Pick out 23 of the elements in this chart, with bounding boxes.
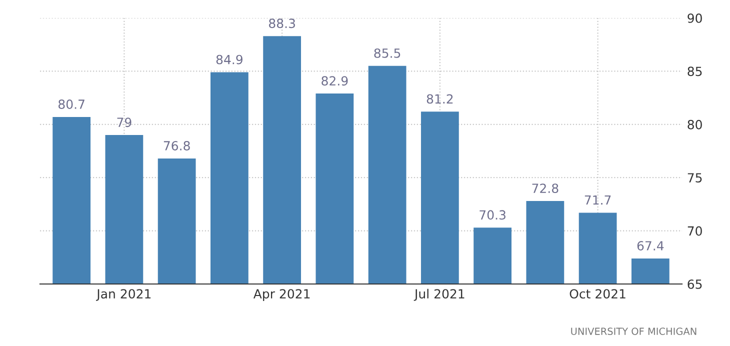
data-label: 82.9 bbox=[322, 76, 348, 86]
data-label: 84.9 bbox=[216, 54, 242, 64]
x-tick-label: Oct 2021 bbox=[570, 289, 626, 299]
text: UNIVERSITY OF MICHIGAN bbox=[571, 328, 696, 335]
data-label: 71.7 bbox=[584, 195, 611, 205]
y-tick-label: 75 bbox=[688, 173, 702, 183]
x-tick-label: Apr 2021 bbox=[253, 289, 310, 301]
data-label: 72.8 bbox=[532, 184, 558, 194]
y-tick-label: 80 bbox=[688, 120, 702, 130]
data-label: 70.3 bbox=[480, 210, 506, 220]
x-tick-label: Jan 2021 bbox=[96, 289, 151, 301]
data-label: 79 bbox=[117, 118, 132, 128]
y-tick-label: 70 bbox=[688, 226, 702, 236]
data-label: 88.3 bbox=[268, 18, 295, 28]
data-label: 76.8 bbox=[164, 141, 190, 150]
y-tick-label: 85 bbox=[688, 66, 702, 76]
x-tick-label: Jul 2021 bbox=[414, 288, 464, 301]
y-tick-label: 90 bbox=[688, 13, 702, 23]
data-label: 67.4 bbox=[637, 241, 664, 250]
data-label: 81.2 bbox=[426, 94, 453, 104]
y-tick-label: 65 bbox=[688, 279, 702, 289]
data-label: 80.7 bbox=[58, 100, 84, 109]
data-label: 85.5 bbox=[374, 48, 400, 58]
